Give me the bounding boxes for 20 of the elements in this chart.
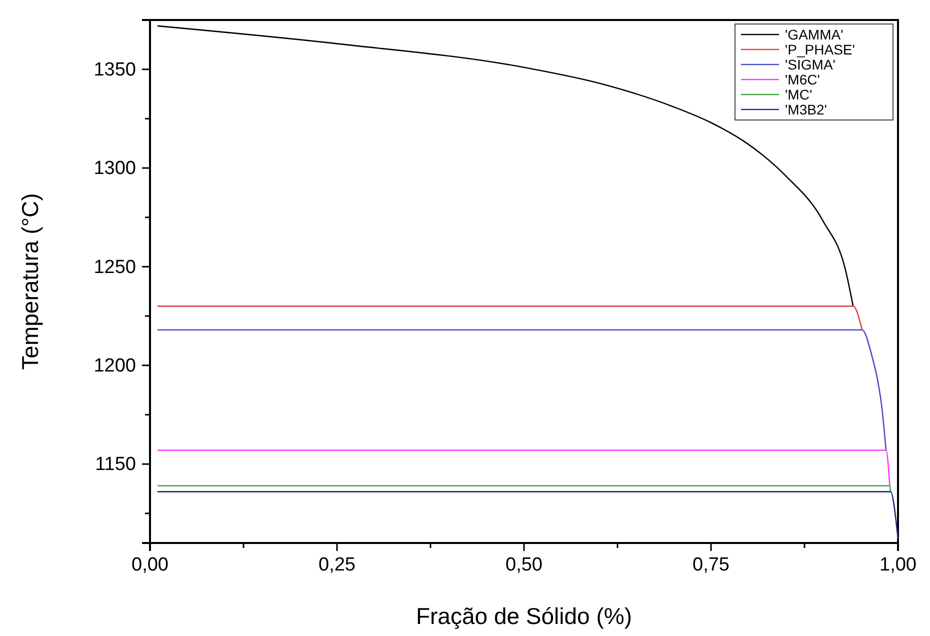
x-tick-label: 0,50 xyxy=(506,554,542,576)
legend-label: 'MC' xyxy=(785,86,812,102)
x-tick-label: 0,00 xyxy=(132,554,168,576)
x-tick-label: 0,75 xyxy=(692,554,730,576)
legend-label: 'M6C' xyxy=(785,72,820,88)
y-axis-title: Temperatura (°C) xyxy=(17,193,43,370)
legend-label: 'GAMMA' xyxy=(785,26,844,42)
line-series xyxy=(156,329,887,451)
y-tick-label: 1150 xyxy=(95,454,136,476)
x-tick-label: 1,00 xyxy=(880,554,916,576)
line-series xyxy=(156,25,854,307)
x-tick-label: 0,25 xyxy=(318,554,356,576)
legend-label: 'SIGMA' xyxy=(785,56,836,72)
legend-label: 'M3B2' xyxy=(785,102,827,118)
y-tick-label: 1250 xyxy=(94,256,136,278)
y-tick-label: 1350 xyxy=(94,59,136,80)
y-tick-label: 1300 xyxy=(94,158,136,180)
y-tick-label: 1200 xyxy=(94,355,136,376)
x-axis-title: Fração de Sólido (%) xyxy=(416,603,632,629)
legend-label: 'P_PHASE' xyxy=(785,42,855,58)
